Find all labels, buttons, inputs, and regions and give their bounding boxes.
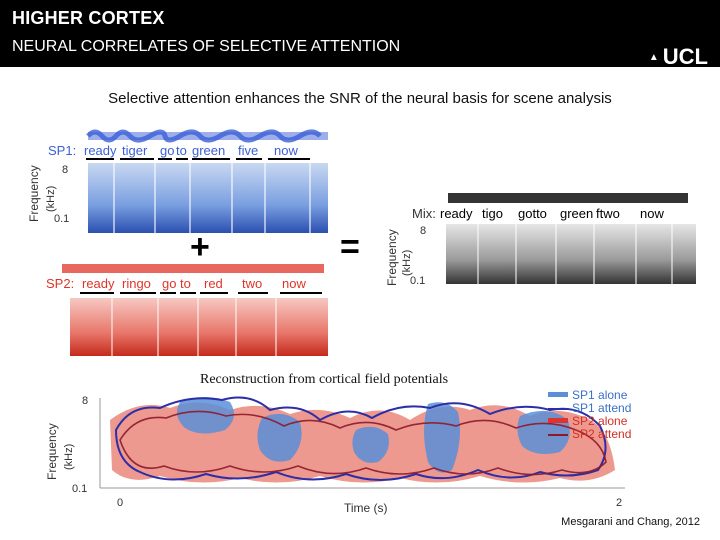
sp2-spectro-texture [111,298,277,356]
mix-waveform-band [448,193,688,203]
recon-xlabel: Time (s) [344,501,388,515]
sp1-word: five [238,143,258,158]
sp2-word: now [282,276,306,291]
sp1-ylabel: Frequency [27,165,41,222]
dome-icon: ▲ [648,51,659,63]
sp2-word: two [242,276,262,291]
recon-ytick-bottom: 0.1 [72,483,87,495]
mix-yaxis-label: Frequency [385,229,399,286]
mix-word: gotto [518,206,547,221]
mix-panel: Mix: ready tigo gotto green ftwo now Fre… [385,193,696,287]
sp1-panel: SP1: ready tiger go to green five now Fr [27,129,328,233]
mix-ytick-bottom: 0.1 [410,275,425,287]
slide-subtitle: NEURAL CORRELATES OF SELECTIVE ATTENTION [12,38,401,55]
legend-sp2-alone: SP2 alone [572,414,628,428]
legend-swatch-sp1-alone [548,392,568,397]
sp1-waveform-band [88,132,328,140]
recon-ytick-top: 8 [82,395,88,407]
sp1-yaxis-label: Frequency [27,165,41,222]
sp1-spectrogram [88,163,328,233]
sp2-word: red [204,276,223,291]
sp2-word: ready [82,276,115,291]
sp1-word: go [160,143,174,158]
mix-spectro-texture [477,224,673,284]
equals-operator: = [340,228,360,266]
mix-word: green [560,206,593,221]
mix-word: ftwo [596,206,620,221]
legend: SP1 alone SP1 attend SP2 alone SP2 atten… [548,388,631,441]
legend-swatch-sp2-alone [548,418,568,423]
headline: Selective attention enhances the SNR of … [108,90,612,107]
recon-yunit: (kHz) [63,444,75,470]
sp2-word: to [180,276,191,291]
mix-ytick-top: 8 [420,225,426,237]
mix-word: tigo [482,206,503,221]
sp1-ytick-bottom: 0.1 [54,213,69,225]
header-bar: HIGHER CORTEX NEURAL CORRELATES OF SELEC… [0,0,720,70]
recon-xtick-end: 2 [616,497,622,509]
legend-sp2-attend: SP2 attend [572,427,631,441]
sp1-word: ready [84,143,117,158]
sp1-word: now [274,143,298,158]
sp2-word: ringo [122,276,151,291]
sp1-word: to [176,143,187,158]
slide-title: HIGHER CORTEX [12,8,165,28]
legend-sp1-alone: SP1 alone [572,388,628,402]
sp1-spectro-texture [113,163,311,233]
recon-xtick-start: 0 [117,497,123,509]
sp2-word: go [162,276,176,291]
mix-yaxis-unit: (kHz) [401,250,413,276]
sp1-yaxis-unit: (kHz) [45,186,57,212]
reconstruction-plot: Frequency (kHz) 8 0.1 0 2 Time (s) [45,395,625,515]
sp2-waveform-band [62,264,324,273]
mix-label: Mix: [412,206,436,221]
sp1-label: SP1: [48,143,76,158]
citation: Mesgarani and Chang, 2012 [561,516,700,528]
sp1-alone-regions [176,397,570,473]
sp1-ytick-top: 8 [62,164,68,176]
sp2-panel: SP2: ready ringo go to red two now [46,264,328,356]
mix-word: now [640,206,664,221]
sp1-word: green [192,143,225,158]
legend-sp1-attend: SP1 attend [572,401,631,415]
sp1-word: tiger [122,143,148,158]
reconstruction-caption: Reconstruction from cortical field poten… [200,372,449,387]
plus-operator: + [190,228,210,266]
sp2-label: SP2: [46,276,74,291]
logo-text: UCL [662,44,708,69]
mix-spectrogram [446,224,696,284]
sp2-attend-outline [119,410,607,476]
ucl-logo: ▲ UCL [649,44,708,70]
mix-word: ready [440,206,473,221]
recon-ylabel: Frequency [45,423,59,480]
